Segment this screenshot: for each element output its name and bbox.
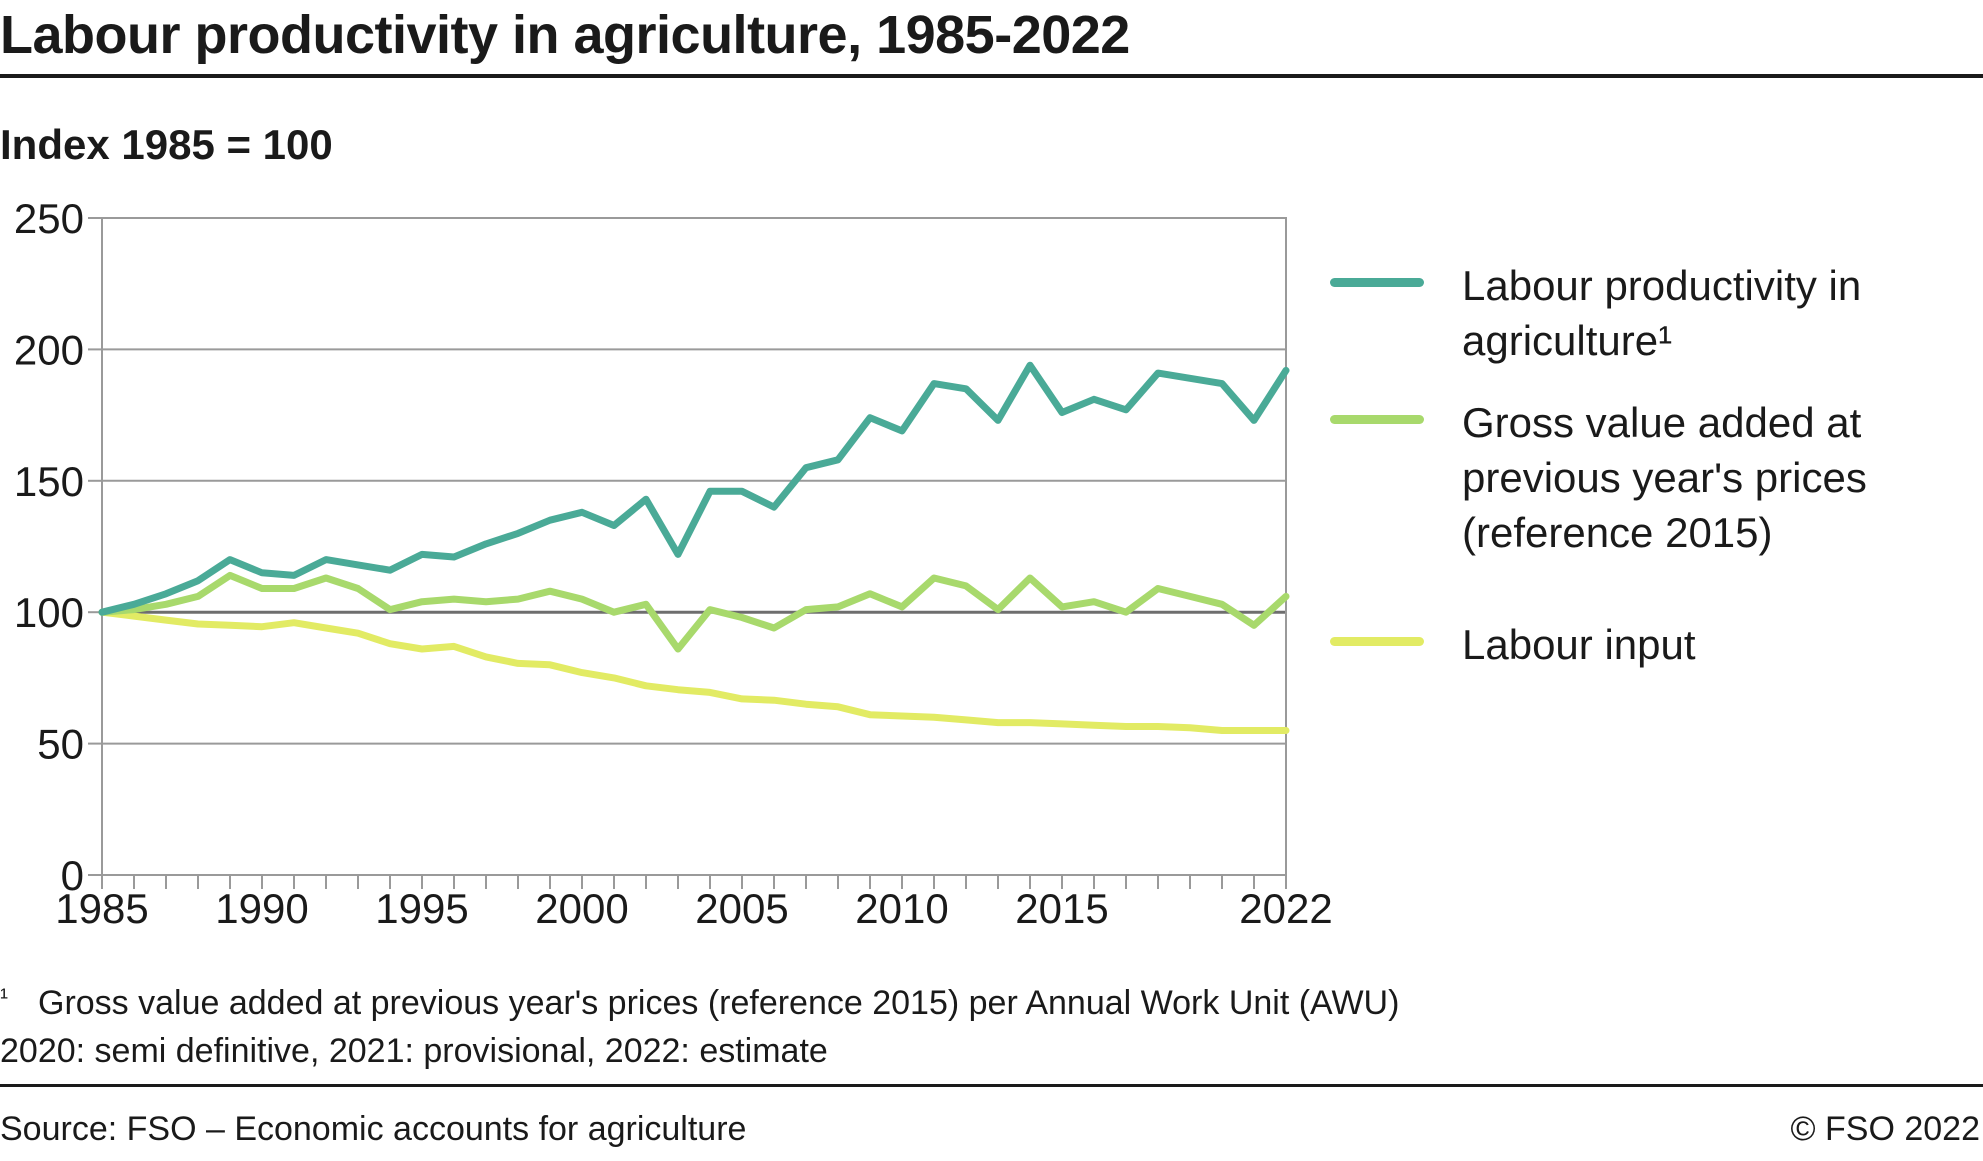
x-tick-label: 1995 (375, 885, 468, 932)
x-axis-labels: 1985 1990 1995 2000 2005 2010 2015 2022 (55, 885, 1332, 932)
series-lines (98, 361, 1290, 734)
chart-subtitle: Index 1985 = 100 (0, 121, 333, 168)
x-tick-label: 1990 (215, 885, 308, 932)
legend-label-labour-input: Labour input (1462, 621, 1696, 668)
footnote-1: ¹ Gross value added at previous year's pr… (0, 984, 1399, 1023)
y-axis-labels: 0 50 100 150 200 250 (14, 195, 84, 899)
legend-item-labour-input: Labour input (1330, 617, 1982, 672)
chart-title: Labour productivity in agriculture, 1985… (0, 5, 1130, 65)
legend-label-gross-value-added: Gross value added at previous year's pri… (1462, 399, 1867, 556)
legend-item-gross-value-added: Gross value added at previous year's pri… (1330, 395, 1982, 560)
x-tick-label: 2022 (1239, 885, 1332, 932)
footnote-2: 2020: semi definitive, 2021: provisional… (0, 1032, 828, 1070)
line-gross-value-added (98, 571, 1290, 653)
footnote-1-text: Gross value added at previous year's pri… (38, 984, 1400, 1022)
line-labour-input (98, 608, 1290, 734)
chart-grid (88, 217, 1287, 876)
y-tick-label: 50 (37, 721, 84, 768)
x-tick-label: 2005 (695, 885, 788, 932)
y-tick-label: 100 (14, 589, 84, 636)
title-divider (0, 74, 1983, 78)
plot-frame (101, 217, 1287, 876)
y-tick-label: 0 (61, 852, 84, 899)
y-tick-label: 250 (14, 195, 84, 242)
x-tick-label: 2000 (535, 885, 628, 932)
legend-item-labour-productivity: Labour productivity in agriculture¹ (1330, 258, 1982, 368)
y-tick-label: 200 (14, 326, 84, 373)
source-text: Source: FSO – Economic accounts for agri… (0, 1110, 747, 1148)
x-tick-label: 2015 (1015, 885, 1108, 932)
legend-swatch-labour-productivity (1330, 278, 1424, 287)
x-tick-label: 1985 (55, 885, 148, 932)
y-tick-label: 150 (14, 458, 84, 505)
legend-label-labour-productivity: Labour productivity in agriculture¹ (1462, 262, 1862, 364)
line-chart: 0 50 100 150 200 250 1985 1990 1995 2000 2005 2010… (14, 195, 1333, 932)
line-labour-productivity (98, 361, 1290, 616)
source-divider (0, 1084, 1983, 1087)
legend-swatch-labour-input (1330, 637, 1424, 646)
copyright-text: © FSO 2022 (1790, 1110, 1980, 1148)
x-axis-ticks (101, 875, 1287, 889)
legend-swatch-gross-value-added (1330, 415, 1424, 424)
x-tick-label: 2010 (855, 885, 948, 932)
footnote-mark: ¹ (0, 984, 8, 1011)
